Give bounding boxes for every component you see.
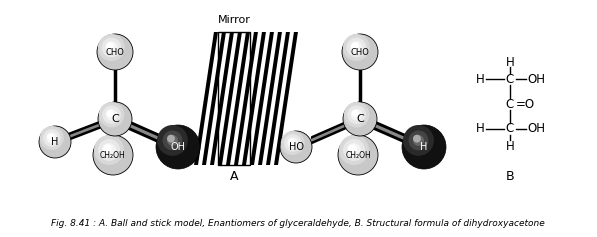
Polygon shape (270, 32, 319, 165)
Circle shape (339, 135, 369, 165)
Circle shape (342, 34, 378, 70)
Text: A: A (230, 170, 238, 183)
Polygon shape (222, 32, 271, 165)
Circle shape (98, 34, 125, 61)
Circle shape (106, 42, 114, 50)
Polygon shape (194, 32, 243, 165)
Polygon shape (234, 32, 283, 165)
Circle shape (347, 143, 361, 157)
Polygon shape (230, 32, 279, 165)
Text: B: B (506, 170, 514, 183)
Text: C: C (356, 114, 364, 124)
Circle shape (97, 34, 133, 70)
Circle shape (408, 131, 429, 150)
Text: H: H (506, 140, 515, 152)
Text: OH: OH (171, 142, 186, 152)
Text: =O: =O (516, 97, 535, 110)
Circle shape (101, 38, 121, 57)
Text: HO: HO (288, 142, 303, 152)
Circle shape (351, 42, 359, 50)
Polygon shape (238, 32, 287, 165)
Circle shape (102, 143, 116, 157)
Polygon shape (246, 32, 295, 165)
Text: CHO: CHO (350, 47, 370, 56)
Circle shape (352, 110, 359, 117)
Polygon shape (206, 32, 255, 165)
Circle shape (157, 125, 188, 156)
Bar (218, 32, 250, 165)
Circle shape (94, 135, 124, 165)
Circle shape (98, 102, 132, 136)
Circle shape (413, 135, 424, 146)
Text: CH₂OH: CH₂OH (100, 150, 126, 160)
Circle shape (280, 131, 312, 163)
Circle shape (347, 105, 366, 124)
Circle shape (162, 131, 183, 150)
Polygon shape (214, 32, 263, 165)
Polygon shape (278, 32, 327, 165)
Text: H: H (476, 123, 484, 136)
Circle shape (287, 137, 298, 149)
Text: C: C (111, 114, 119, 124)
Text: CH₂OH: CH₂OH (345, 150, 371, 160)
Polygon shape (242, 32, 291, 165)
Circle shape (403, 125, 434, 156)
Circle shape (167, 135, 178, 146)
Circle shape (47, 133, 54, 140)
Text: Mirror: Mirror (217, 15, 250, 25)
Polygon shape (250, 32, 298, 165)
Circle shape (350, 41, 363, 54)
Circle shape (344, 102, 370, 128)
Circle shape (106, 110, 114, 117)
Polygon shape (202, 32, 251, 165)
Circle shape (40, 126, 64, 150)
Polygon shape (218, 32, 267, 165)
Polygon shape (198, 32, 247, 165)
Circle shape (348, 144, 357, 153)
Polygon shape (274, 32, 323, 165)
Text: C: C (506, 97, 514, 110)
Polygon shape (226, 32, 275, 165)
Circle shape (346, 38, 367, 57)
Circle shape (350, 109, 362, 121)
Circle shape (413, 135, 421, 143)
Circle shape (105, 41, 118, 54)
Polygon shape (262, 32, 311, 165)
Circle shape (343, 102, 377, 136)
Circle shape (99, 102, 124, 128)
Circle shape (156, 125, 200, 169)
Circle shape (281, 131, 305, 155)
Circle shape (284, 134, 301, 152)
Circle shape (93, 135, 133, 175)
Polygon shape (258, 32, 307, 165)
Circle shape (343, 34, 370, 61)
Circle shape (98, 139, 120, 161)
Circle shape (343, 139, 365, 161)
Circle shape (288, 138, 295, 146)
Circle shape (167, 135, 175, 143)
Text: H: H (51, 137, 59, 147)
Text: OH: OH (527, 123, 545, 136)
Circle shape (402, 125, 446, 169)
Circle shape (102, 105, 121, 124)
Polygon shape (266, 32, 315, 165)
Bar (218, 32, 250, 165)
Text: OH: OH (527, 73, 545, 86)
Text: C: C (506, 73, 514, 86)
Text: C: C (506, 123, 514, 136)
Text: Fig. 8.41 : A. Ball and stick model, Enantiomers of glyceraldehyde, B. Structura: Fig. 8.41 : A. Ball and stick model, Ena… (51, 219, 545, 228)
Text: H: H (476, 73, 484, 86)
Circle shape (103, 144, 112, 153)
Circle shape (106, 109, 118, 121)
Polygon shape (254, 32, 303, 165)
Text: H: H (506, 55, 515, 68)
Text: H: H (420, 142, 427, 152)
Circle shape (338, 135, 378, 175)
Polygon shape (210, 32, 259, 165)
Circle shape (46, 132, 57, 144)
Circle shape (39, 126, 71, 158)
Text: CHO: CHO (106, 47, 124, 56)
Circle shape (43, 129, 61, 147)
